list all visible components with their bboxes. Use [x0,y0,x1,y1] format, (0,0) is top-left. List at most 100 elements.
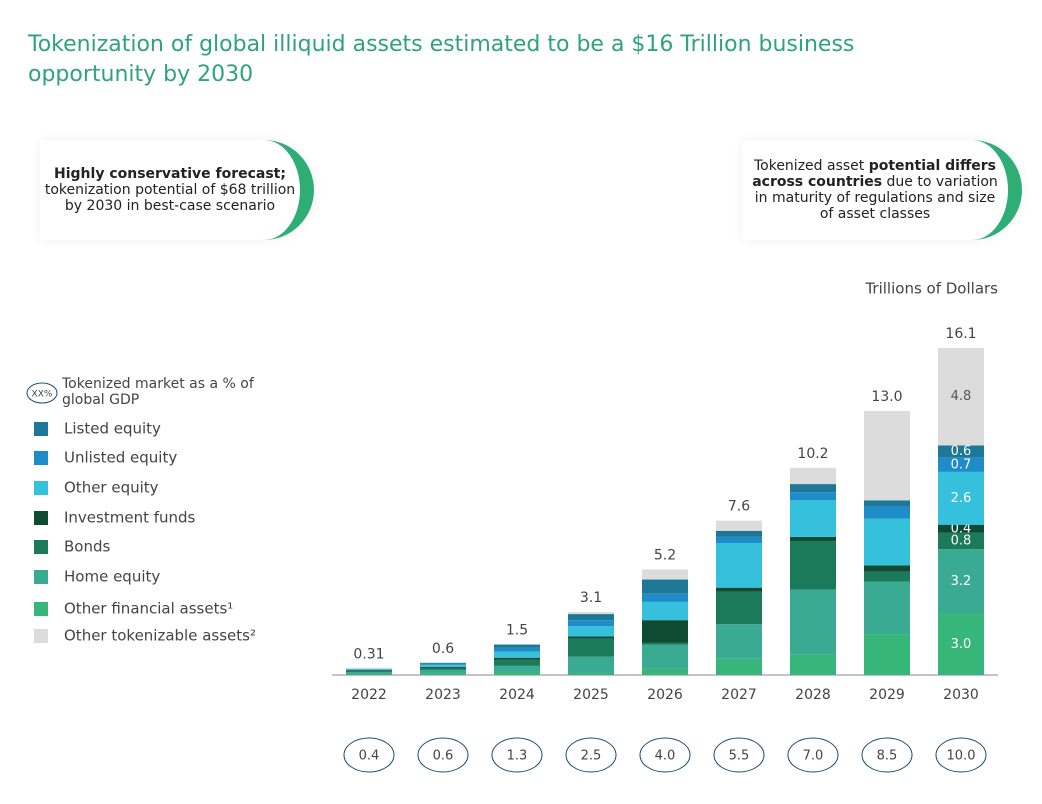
bar-segment [938,445,984,458]
bar-segment [420,662,466,664]
callout-bold: Highly conservative forecast; [54,166,286,182]
legend-swatch [34,481,48,495]
bar-segment [938,457,984,472]
gdp-legend-symbol-text: XX% [32,390,53,400]
bar-segment [790,654,836,675]
legend-label: Bonds [64,538,110,556]
bar-segment [568,614,614,621]
value-label: 2.6 [951,491,972,506]
gdp-label: 4.0 [655,749,676,764]
gdp-label: 10.0 [947,749,976,764]
x-tick-label: 2030 [943,687,979,703]
value-label: 0.4 [951,521,972,536]
bar-segment [716,624,762,659]
value-label: 3.2 [951,574,972,589]
legend-label: Other financial assets¹ [64,600,233,618]
bar-segment [938,524,984,533]
bar-segment [716,658,762,675]
bar-segment [494,671,540,675]
total-label: 16.1 [945,326,976,342]
gdp-bubble [713,737,765,773]
bar-segment [568,626,614,637]
bar-segment [864,506,910,519]
value-label: 0.7 [951,457,972,472]
bar-segment [568,672,614,675]
bar-segment [864,500,910,507]
bar-segment [938,549,984,615]
x-tick-label: 2026 [647,687,683,703]
gdp-label: 1.3 [507,749,528,764]
bar-segment [420,663,466,665]
gdp-bubble [861,737,913,773]
legend-label: Other tokenizable assets² [64,627,256,645]
x-tick-label: 2027 [721,687,757,703]
gdp-bubble [787,737,839,773]
gdp-bubble [565,737,617,773]
x-tick-label: 2023 [425,687,461,703]
bar-segment [938,614,984,675]
x-tick-label: 2024 [499,687,535,703]
bar-segment [568,620,614,627]
bar-segment [642,620,688,643]
bar-segment [790,589,836,655]
gdp-bubble [491,737,543,773]
legend-swatch [34,422,48,436]
callout-text: Tokenized asset [753,158,869,174]
bar-segment [494,659,540,666]
bar-segment [494,657,540,660]
legend-label: Home equity [64,568,160,586]
gdp-label: 2.5 [581,749,602,764]
bar-segment [790,536,836,541]
total-label: 7.6 [728,499,750,515]
total-label: 3.1 [580,590,602,606]
bar-segment [642,569,688,580]
bar-segment [716,530,762,537]
bar-segment [790,484,836,493]
bar-segment [864,581,910,635]
gdp-bubble [935,737,987,773]
bar-segment [938,348,984,446]
gdp-label: 0.6 [433,749,454,764]
callout-bold: potential differs across countries [752,158,997,190]
bar-segment [716,591,762,625]
bar-segment [864,571,910,582]
total-label: 0.6 [432,641,454,657]
legend-swatch [34,602,48,616]
gdp-bubble [639,737,691,773]
legend-label: Unlisted equity [64,449,177,467]
bar-segment [494,665,540,672]
gdp-legend-label: Tokenized market as a % of global GDP [62,376,254,408]
bar-segment [346,670,392,672]
gdp-bubble [417,737,469,773]
bar-segment [790,500,836,537]
value-label: 4.8 [951,389,972,404]
total-label: 1.5 [506,623,528,639]
gdp-label: 5.5 [729,749,750,764]
value-label: 0.6 [951,444,972,459]
bar-segment [864,634,910,675]
legend-swatch [34,451,48,465]
bar-segment [864,410,910,501]
legend-label: Investment funds [64,509,196,527]
bar-segment [716,587,762,592]
bar-segment [938,532,984,550]
bar-segment [864,565,910,572]
chart-title: Tokenization of global illiquid assets e… [28,32,855,87]
value-label: 0.8 [951,533,972,548]
x-tick-label: 2028 [795,687,831,703]
callout: Highly conservative forecast; tokenizatio… [40,140,314,240]
legend-label: Listed equity [64,420,161,438]
legend-swatch [34,629,48,643]
legend-swatch [34,540,48,554]
bar-segment [420,672,466,675]
bar-segment [790,492,836,501]
gdp-label: 0.4 [359,749,380,764]
bar-segment [642,579,688,594]
value-label: 3.0 [951,637,972,652]
gdp-bubble [343,737,395,773]
total-label: 5.2 [654,547,676,563]
gdp-label: 8.5 [877,749,898,764]
bar-segment [642,644,688,669]
